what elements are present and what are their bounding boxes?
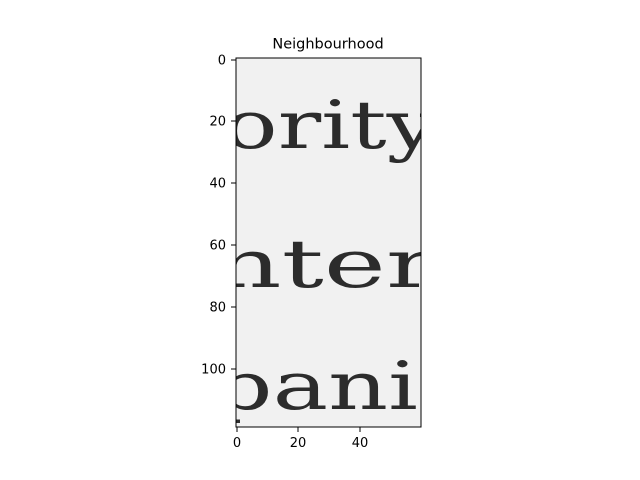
y-tick-label: 0: [218, 54, 226, 69]
text-crop: ority nter panie: [213, 87, 473, 425]
scanned-word-3: panie: [213, 348, 473, 425]
y-tick-label: 100: [201, 363, 226, 378]
y-tick-label: 60: [209, 239, 226, 254]
plot-title: Neighbourhood: [272, 37, 383, 53]
scanned-word-1: ority: [223, 87, 439, 164]
paper-background: [236, 58, 421, 427]
y-tick-label: 20: [209, 115, 226, 130]
x-tick-label: 20: [290, 436, 307, 451]
x-axis: 0 20 40: [233, 427, 368, 451]
y-tick-label: 40: [209, 177, 226, 192]
scanned-word-2: nter: [214, 226, 437, 303]
x-tick-label: 40: [352, 436, 369, 451]
axes-frame: [235, 57, 422, 428]
x-tick-label: 0: [233, 436, 241, 451]
image-panel: ority nter panie: [213, 57, 473, 428]
y-tick-label: 80: [209, 301, 226, 316]
y-axis: 0 20 40 60 80 100: [201, 54, 236, 378]
